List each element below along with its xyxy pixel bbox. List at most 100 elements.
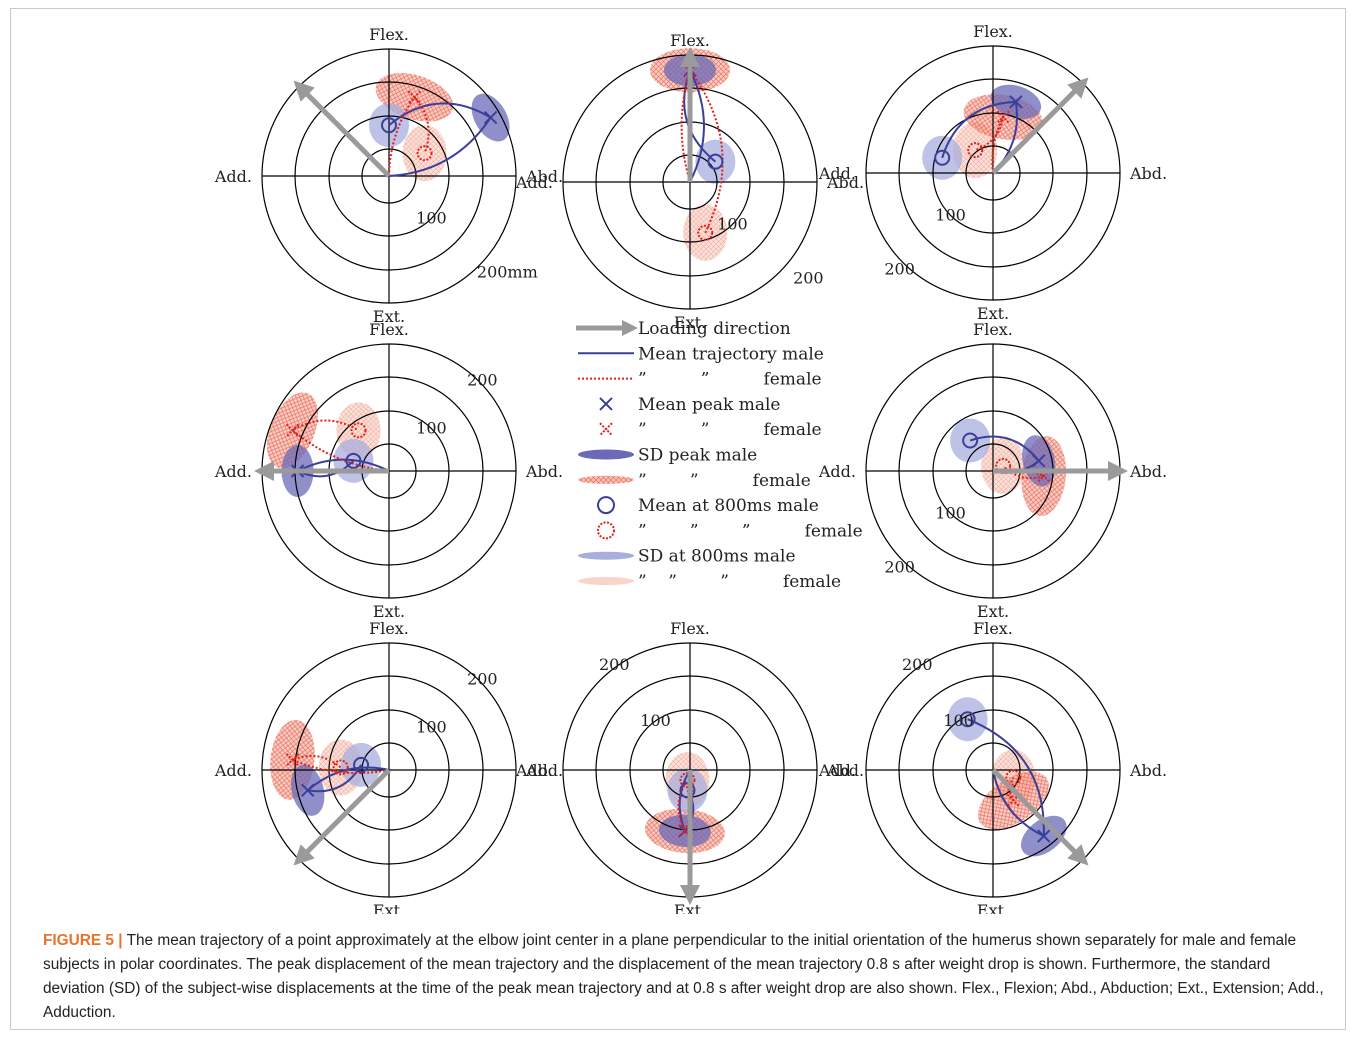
loading-arrow-head	[680, 47, 700, 67]
radial-tick-label-1: 100	[416, 718, 447, 737]
direction-label-extension: Ext.	[373, 602, 405, 621]
legend-item-male-sd: SD peak male	[578, 446, 757, 466]
figure-frame: Flex. Ext. Abd. Add. 100 200mm Flex. Ext. Abd. Ad…	[10, 8, 1346, 1030]
loading-arrow-head	[293, 80, 315, 102]
legend: Loading direction Mean trajectory male ” ”…	[576, 319, 863, 592]
direction-label-flexion: Flex.	[973, 22, 1013, 41]
loading-arrow-head	[254, 461, 274, 481]
direction-label-flexion: Flex.	[670, 31, 710, 50]
legend-label: ” ” female	[638, 420, 822, 440]
radial-tick-label-2: 200	[884, 557, 915, 576]
female-mean-peak-marker	[407, 90, 422, 104]
direction-label-flexion: Flex.	[973, 320, 1013, 339]
direction-label-adduction: Add.	[214, 462, 252, 481]
radial-tick-label-2: 200mm	[477, 262, 538, 281]
loading-arrow-head	[1067, 77, 1089, 99]
legend-item-female-circle: ” ” ” female	[597, 521, 863, 541]
radial-tick-label-2: 200	[467, 670, 498, 689]
direction-label-abduction: Abd.	[525, 167, 563, 186]
loading-arrow-shaft	[991, 768, 1081, 858]
male-mean-800ms-marker	[959, 711, 976, 728]
radial-tick-label-1: 100	[935, 503, 966, 522]
male-mean-peak-marker	[1009, 95, 1023, 109]
direction-label-abduction: Abd.	[1129, 164, 1167, 183]
legend-female-sd800	[578, 577, 634, 585]
male-mean-peak-marker	[1037, 829, 1051, 843]
legend-label: ” ” ” female	[638, 572, 841, 592]
female-sd800-hatch	[953, 122, 998, 179]
radial-tick-label-1: 100	[640, 711, 671, 730]
male-mean-800ms-marker	[707, 153, 724, 170]
polar-panel-middle-right: Flex. Ext. Abd. Add. 100 200	[818, 320, 1167, 621]
direction-label-extension: Ext.	[977, 901, 1009, 914]
direction-label-flexion: Flex.	[369, 320, 409, 339]
female-mean-trajectory	[680, 68, 724, 234]
legend-female-sd-hatch	[578, 475, 634, 484]
loading-arrow-head	[1108, 461, 1128, 481]
direction-label-adduction: Add.	[515, 173, 553, 192]
female-mean-trajectory	[289, 754, 390, 775]
female-sd800-hatch	[981, 437, 1026, 494]
caption-label: FIGURE 5	[43, 932, 114, 949]
direction-label-abduction: Abd.	[1129, 462, 1167, 481]
legend-female-circle	[597, 521, 615, 540]
female-mean-800ms-marker	[679, 772, 696, 789]
direction-label-flexion: Flex.	[369, 25, 409, 44]
male-mean-peak-marker	[483, 110, 498, 125]
loading-arrow-head	[293, 844, 315, 866]
female-mean-peak-marker	[285, 423, 300, 438]
legend-label: Mean trajectory male	[638, 344, 824, 364]
legend-item-female-sd: ” ” female	[578, 471, 811, 491]
direction-label-extension: Ext.	[674, 901, 706, 914]
direction-label-abduction: Abd.	[525, 462, 563, 481]
female-mean-800ms-marker	[967, 142, 984, 159]
direction-label-abduction: Abd.	[525, 761, 563, 780]
radial-tick-label-2: 200	[902, 655, 933, 674]
direction-label-flexion: Flex.	[369, 619, 409, 638]
direction-label-abduction: Abd.	[1129, 761, 1167, 780]
legend-item-female-sd800: ” ” ” female	[578, 572, 841, 592]
female-mean-800ms-marker	[332, 759, 349, 776]
legend-item-male-circle: Mean at 800ms male	[597, 496, 819, 516]
direction-label-adduction: Add.	[818, 462, 856, 481]
legend-female-x	[599, 422, 613, 436]
legend-male-circle	[597, 496, 615, 515]
female-mean-800ms-marker	[350, 422, 367, 439]
male-mean-800ms-marker	[345, 452, 362, 469]
direction-label-abduction: Abd.	[826, 761, 864, 780]
male-mean-800ms-marker	[381, 117, 397, 134]
female-sd800-hatch	[402, 125, 447, 182]
legend-male-sd800	[578, 551, 634, 560]
legend-label: ” ” female	[638, 471, 811, 491]
legend-label: Loading direction	[638, 319, 791, 339]
direction-label-adduction: Add.	[818, 761, 856, 780]
radial-tick-label-1: 100	[416, 208, 447, 227]
legend-item-female-x: ” ” female	[599, 420, 822, 440]
direction-label-abduction: Abd.	[826, 173, 864, 192]
radial-tick-label-2: 200	[884, 259, 915, 278]
direction-label-extension: Ext.	[977, 304, 1009, 323]
loading-arrow-shaft	[301, 88, 391, 178]
male-mean-trajectory	[967, 718, 1045, 838]
radial-tick-label-1: 100	[943, 711, 974, 730]
caption-text: The mean trajectory of a point approxima…	[43, 932, 1324, 1021]
legend-item-female-line: ” ” female	[578, 370, 822, 390]
legend-label: Mean peak male	[638, 395, 781, 415]
direction-label-extension: Ext.	[674, 313, 706, 332]
female-mean-peak-marker	[1006, 793, 1021, 808]
female-mean-trajectory	[290, 419, 390, 472]
legend-item-male-sd800: SD at 800ms male	[578, 547, 796, 567]
legend-label: ” ” female	[638, 370, 822, 390]
direction-label-adduction: Add.	[515, 761, 553, 780]
loading-arrow-shaft	[301, 768, 391, 858]
loading-arrow-shaft	[991, 85, 1081, 175]
legend-label: Mean at 800ms male	[638, 496, 819, 516]
legend-item-male-x: Mean peak male	[599, 395, 781, 415]
female-mean-peak-marker	[1037, 469, 1051, 483]
legend-arrow-head	[622, 320, 638, 336]
polar-panel-middle-left: Flex. Ext. Abd. Add. 100 200	[214, 320, 563, 621]
direction-label-flexion: Flex.	[973, 619, 1013, 638]
